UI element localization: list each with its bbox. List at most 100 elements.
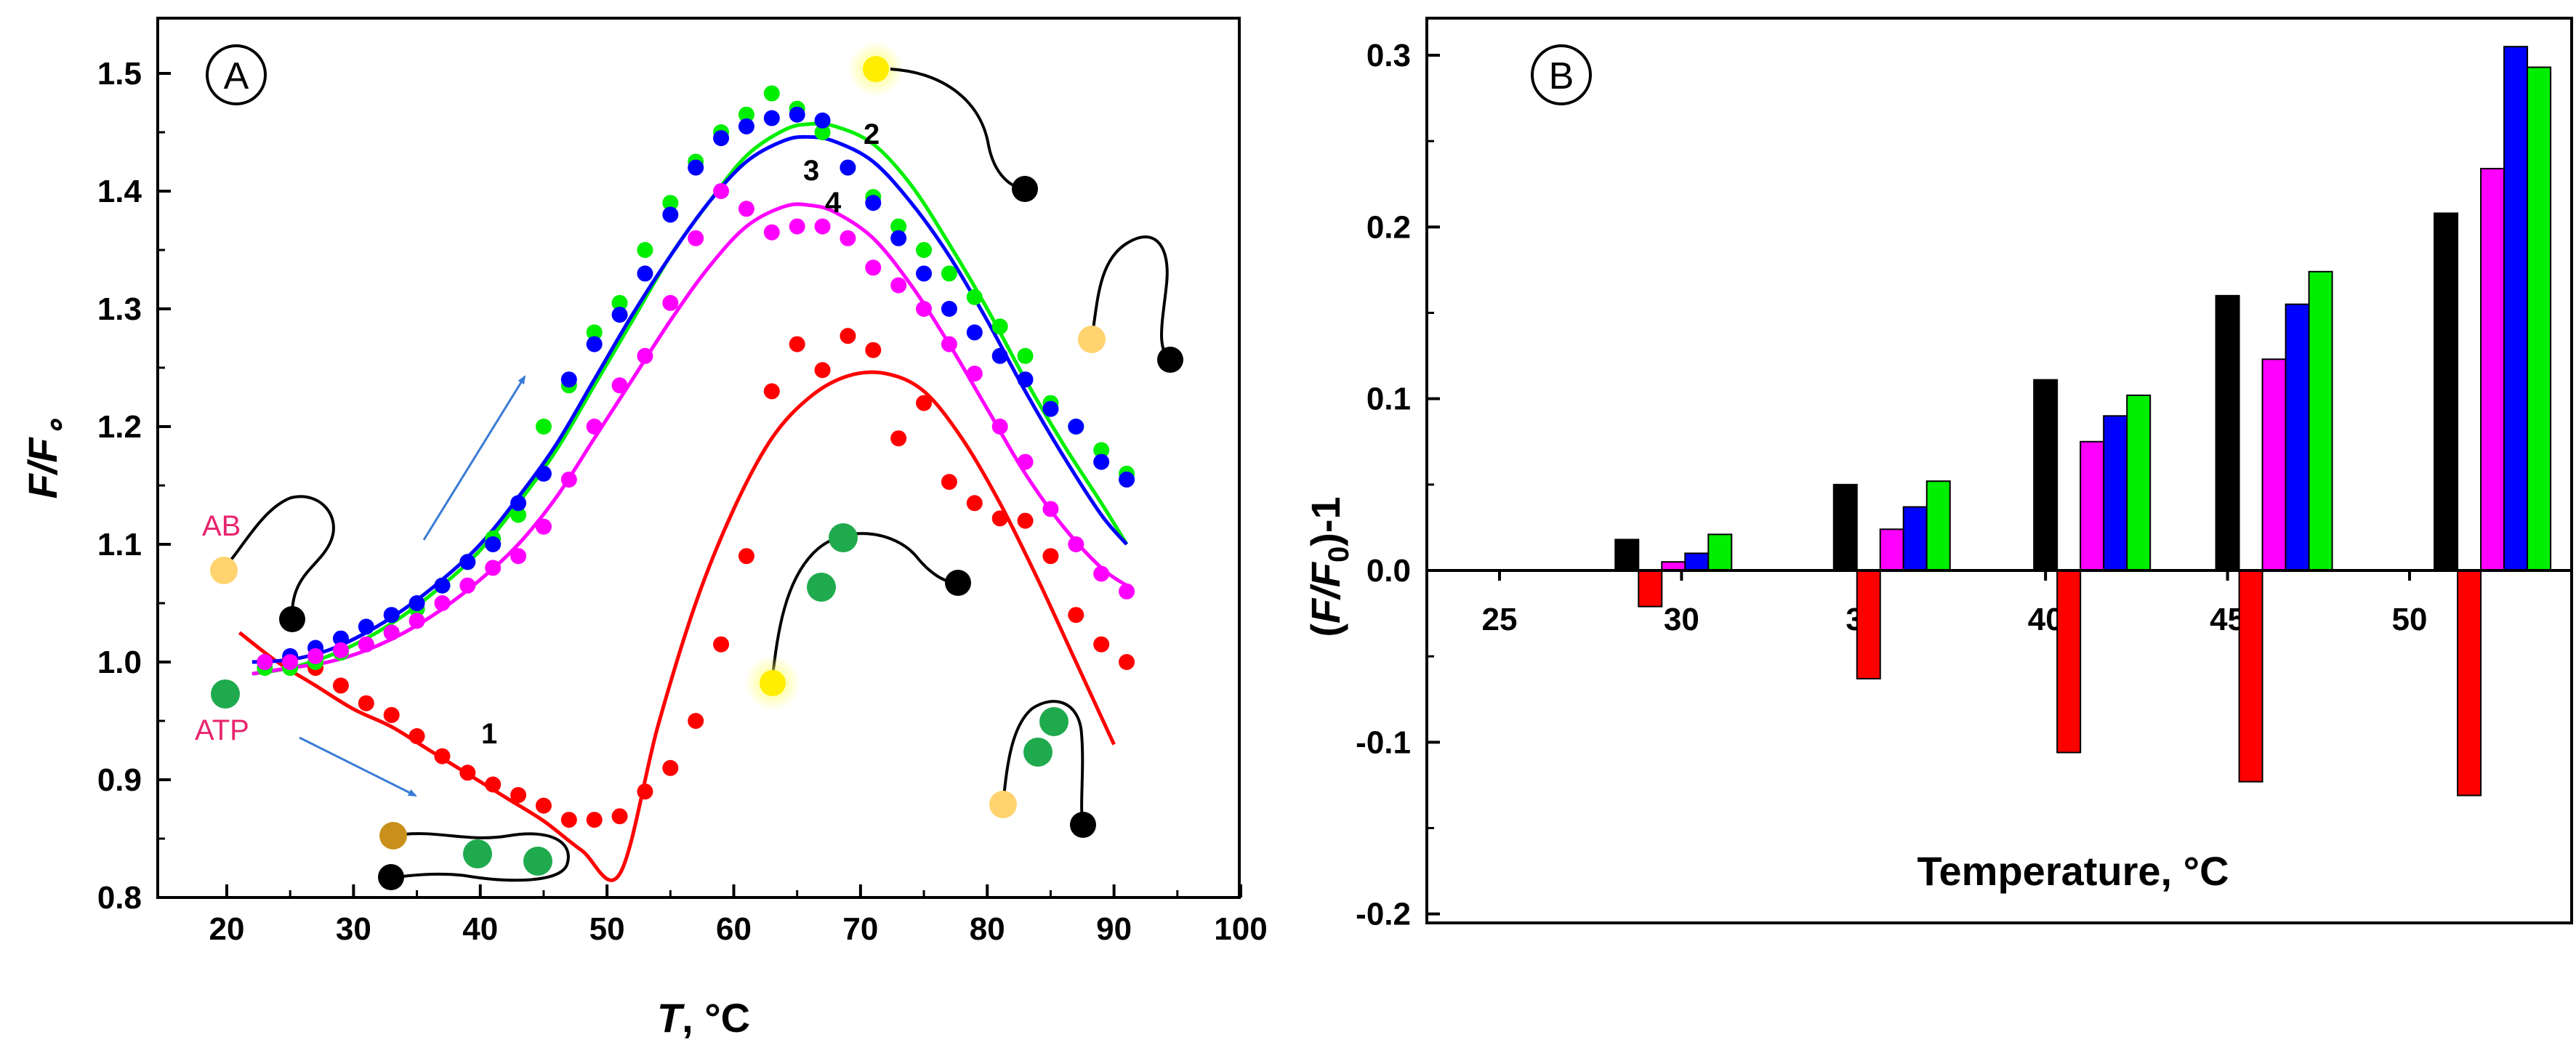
data-point-4 <box>408 613 425 629</box>
data-point-3 <box>789 106 805 123</box>
data-point-1 <box>688 713 704 729</box>
data-point-4 <box>789 218 805 235</box>
bar-blue <box>1902 506 1928 571</box>
data-point-4 <box>713 183 730 199</box>
data-point-3 <box>865 195 882 211</box>
black-particle-icon <box>279 606 305 632</box>
fit-curve-4 <box>251 202 1128 676</box>
y-tick-label: 0.9 <box>97 762 142 798</box>
y-tick-label: 1.5 <box>97 56 142 92</box>
data-point-3 <box>1068 419 1084 435</box>
annotation-atp: ATP <box>195 714 249 746</box>
x-tick-label: 30 <box>336 911 371 947</box>
data-point-1 <box>434 748 451 764</box>
data-point-1 <box>586 812 603 828</box>
data-point-3 <box>560 371 577 388</box>
panel-a-y-axis-title: F/F∘ <box>20 417 74 499</box>
data-point-3 <box>485 536 502 552</box>
data-point-4 <box>434 595 451 611</box>
data-point-2 <box>763 85 780 102</box>
data-point-4 <box>307 647 324 664</box>
data-point-1 <box>916 395 933 411</box>
x-tick-label: 25 <box>1482 602 1518 637</box>
black-particle-icon <box>378 864 404 890</box>
y-tick-label: 1.0 <box>97 645 142 680</box>
data-point-2 <box>966 289 983 305</box>
data-point-4 <box>865 259 882 276</box>
data-point-4 <box>966 366 983 382</box>
data-point-3 <box>1093 453 1110 470</box>
panel-b-x-axis-title: Temperature, °C <box>1917 848 2229 894</box>
bar-red <box>2238 570 2263 783</box>
data-point-4 <box>535 518 552 535</box>
data-point-2 <box>941 265 957 282</box>
data-point-4 <box>916 301 933 317</box>
data-point-1 <box>1093 636 1110 653</box>
panel-a-letter-badge <box>206 44 267 105</box>
data-point-3 <box>662 206 679 223</box>
y-tick-label: 0.8 <box>97 880 142 916</box>
data-point-1 <box>510 787 527 804</box>
x-tick-label: 70 <box>842 911 878 947</box>
atp-particle-icon <box>211 679 240 709</box>
bar-blue <box>2285 303 2310 571</box>
yellow-particle-icon <box>760 670 786 696</box>
curve-label-4: 4 <box>825 187 842 219</box>
panel-a-letter: A <box>224 55 249 97</box>
data-point-1 <box>865 342 882 358</box>
data-point-3 <box>637 265 653 282</box>
data-point-1 <box>840 328 856 344</box>
fit-curve-3 <box>251 134 1128 664</box>
data-point-1 <box>408 728 425 745</box>
data-point-1 <box>1042 548 1059 565</box>
atp-particle-icon <box>1023 738 1052 767</box>
data-point-3 <box>941 301 957 317</box>
arrow-icon <box>422 375 526 541</box>
panel-b-frame <box>1425 17 2573 924</box>
data-point-1 <box>713 636 730 653</box>
black-particle-icon <box>945 570 971 596</box>
panel-b-letter: B <box>1549 55 1574 97</box>
data-point-4 <box>763 224 780 241</box>
bar-black <box>2434 212 2459 571</box>
tether-line <box>1090 235 1172 361</box>
bar-black <box>1614 538 1640 572</box>
data-point-4 <box>1068 536 1084 552</box>
curve-label-1: 1 <box>481 718 497 750</box>
data-point-3 <box>688 159 704 176</box>
data-point-2 <box>637 242 653 258</box>
data-point-3 <box>1042 400 1059 417</box>
data-point-4 <box>560 471 577 488</box>
data-point-1 <box>814 362 831 379</box>
y-tick-label: 0.2 <box>1367 209 1411 245</box>
data-point-3 <box>408 595 425 611</box>
black-particle-icon <box>1070 812 1096 838</box>
data-point-3 <box>535 465 552 482</box>
data-point-4 <box>941 336 957 352</box>
data-point-3 <box>383 607 400 624</box>
data-point-3 <box>611 307 628 323</box>
data-point-4 <box>611 377 628 394</box>
atp-particle-icon <box>463 839 492 868</box>
data-point-4 <box>1093 565 1110 582</box>
data-point-4 <box>814 218 831 235</box>
arrow-icon <box>299 736 417 797</box>
ab-particle-icon <box>210 557 238 584</box>
fit-curve-2 <box>251 121 1129 676</box>
tether-line <box>390 832 570 882</box>
data-point-3 <box>586 336 603 352</box>
y-tick-label: -0.2 <box>1356 897 1411 932</box>
bar-green <box>1707 533 1733 571</box>
data-point-1 <box>738 548 754 565</box>
data-point-4 <box>332 642 349 658</box>
bar-red <box>2056 570 2082 754</box>
bar-red <box>1856 570 1881 679</box>
data-point-1 <box>966 495 983 512</box>
data-point-1 <box>991 510 1008 527</box>
data-point-4 <box>282 654 299 670</box>
panel-a: 20 30 40 50 60 70 80 90 100 0.8 0.9 1.0 1.1 1.2 1.3 1.4… <box>20 17 1268 1041</box>
data-point-4 <box>840 230 856 246</box>
y-tick-label: 1.4 <box>97 174 142 209</box>
annotation-ab: AB <box>202 510 241 542</box>
orange-particle-icon <box>379 822 407 850</box>
